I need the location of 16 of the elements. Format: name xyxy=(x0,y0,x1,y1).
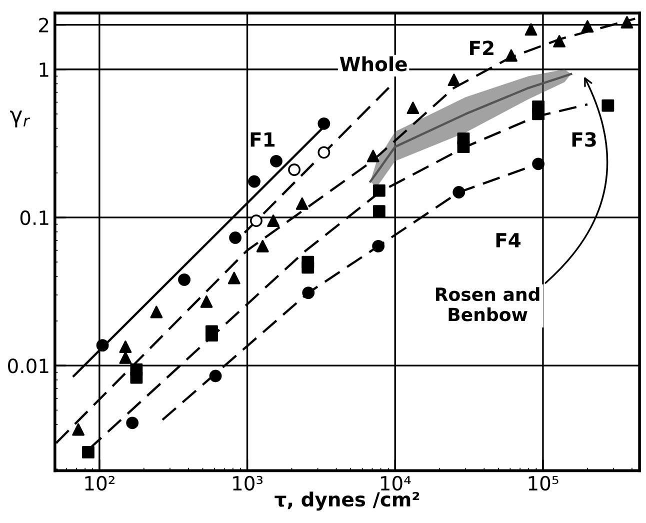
y-tick-label: 1 xyxy=(40,62,48,77)
x-tick-label: 10⁵ xyxy=(528,476,558,491)
y-tick-label: 0.01 xyxy=(8,358,48,374)
y-tick-label: 2 xyxy=(39,18,48,32)
annotation: F4 xyxy=(496,233,521,248)
annotation: F2 xyxy=(470,40,494,56)
y-axis-title: γ$_{r}$ xyxy=(10,110,30,128)
x-axis-title: τ, dynes /cm² xyxy=(274,492,420,511)
x-tick-label: 10² xyxy=(85,476,114,491)
x-tick-label: 10³ xyxy=(233,476,263,491)
annotation: F1 xyxy=(250,132,275,147)
annotation: Whole xyxy=(340,56,407,72)
x-tick-label: 10⁴ xyxy=(380,476,411,491)
annotation: F3 xyxy=(572,132,596,147)
y-tick-label: 0.1 xyxy=(20,210,48,226)
annotation: Rosen and Benbow xyxy=(436,287,540,322)
